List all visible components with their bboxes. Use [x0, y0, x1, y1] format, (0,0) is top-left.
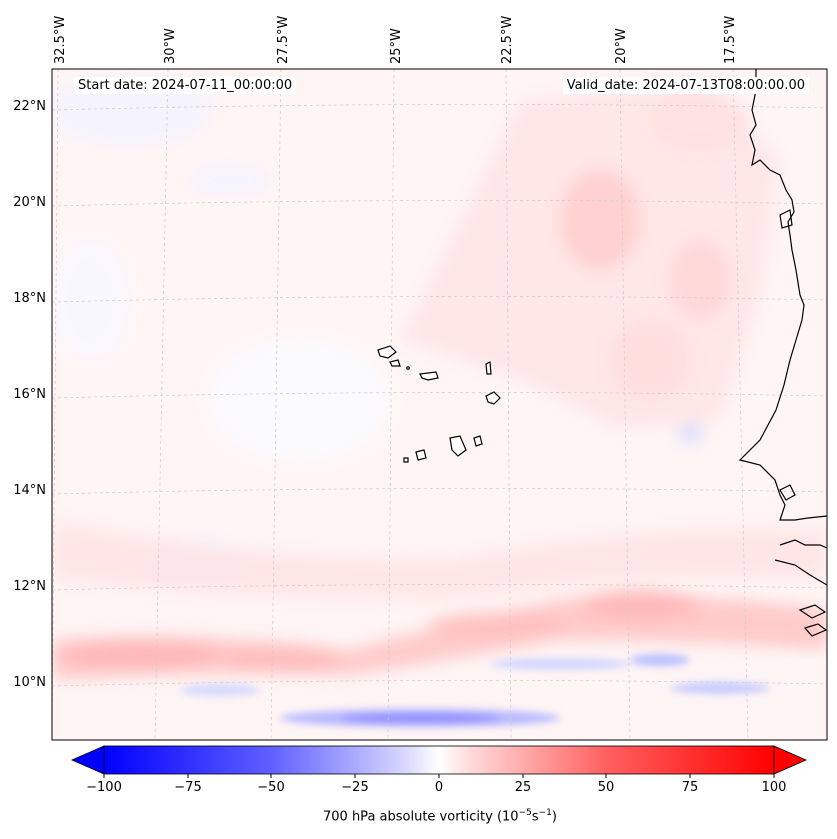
lon-label-22-5w: 22.5°W	[500, 15, 515, 64]
colorbar-title-mid: s	[531, 809, 539, 825]
gridlines	[52, 69, 827, 740]
colorbar-high-extend	[773, 745, 807, 775]
lat-label-16n: 16°N	[13, 387, 46, 402]
colorbar-tick-label: 0	[434, 780, 444, 795]
start-date-label: Start date: 2024-07-11_00:00:00	[74, 77, 297, 94]
colorbar	[71, 745, 807, 778]
lon-label-17-5w: 17.5°W	[723, 15, 738, 64]
colorbar-tick-label: −25	[341, 780, 369, 795]
lon-label-20w: 20°W	[614, 28, 629, 64]
colorbar-tick-label: 75	[681, 780, 699, 795]
coastline	[738, 69, 828, 637]
colorbar-tick-label: 25	[514, 780, 532, 795]
lat-label-12n: 12°N	[13, 579, 46, 594]
colorbar-title-end: )	[551, 809, 557, 825]
colorbar-low-extend	[71, 745, 105, 775]
colorbar-title-exp2: −1	[538, 808, 552, 818]
cape-verde-islands	[377, 345, 501, 463]
colorbar-title: 700 hPa absolute vorticity (10−5s−1)	[0, 808, 837, 824]
colorbar-tick-label: 50	[597, 780, 615, 795]
valid-date-label: Valid_date: 2024-07-13T08:00:00.00	[562, 77, 809, 94]
colorbar-tick-label: −75	[174, 780, 202, 795]
lon-label-30w: 30°W	[163, 28, 178, 64]
lat-label-10n: 10°N	[13, 675, 46, 690]
colorbar-title-text: 700 hPa absolute vorticity (10	[323, 809, 519, 825]
colorbar-tick-label: −100	[86, 780, 122, 795]
lat-label-20n: 20°N	[13, 195, 46, 210]
vorticity-field	[52, 75, 827, 727]
map-frame	[51, 68, 828, 741]
lon-label-32-5w: 32.5°W	[53, 15, 68, 64]
colorbar-tick-label: −50	[257, 780, 285, 795]
lon-label-25w: 25°W	[389, 28, 404, 64]
colorbar-body	[103, 745, 775, 775]
colorbar-tick-label: 100	[761, 780, 787, 795]
lon-label-27-5w: 27.5°W	[276, 15, 291, 64]
lat-label-18n: 18°N	[13, 291, 46, 306]
colorbar-title-exp1: −5	[518, 808, 532, 818]
lat-label-22n: 22°N	[13, 99, 46, 114]
lat-label-14n: 14°N	[13, 483, 46, 498]
